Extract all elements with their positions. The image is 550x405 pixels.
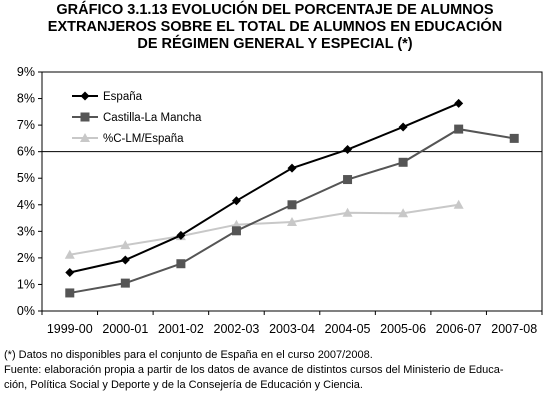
legend-marker [80, 91, 90, 101]
data-point [120, 278, 130, 288]
series-line [69, 203, 459, 256]
y-tick-label: 1% [17, 277, 35, 291]
data-point [231, 226, 241, 236]
y-tick-label: 2% [17, 251, 35, 265]
data-point [176, 230, 186, 240]
data-point [120, 255, 130, 265]
y-tick-label: 0% [17, 304, 35, 318]
title-line: GRÁFICO 3.1.13 EVOLUCIÓN DEL PORCENTAJE … [56, 2, 494, 18]
data-point [176, 259, 186, 269]
data-point [120, 240, 131, 250]
data-point [342, 207, 353, 217]
x-tick-label: 2006-07 [436, 322, 482, 336]
title-line: EXTRANJEROS SOBRE EL TOTAL DE ALUMNOS EN… [47, 19, 503, 35]
data-point [65, 267, 75, 277]
data-point [287, 200, 297, 210]
x-tick-label: 2005-06 [380, 322, 426, 336]
x-tick-label: 2001-02 [158, 322, 204, 336]
series-line [69, 102, 460, 274]
y-tick-label: 7% [17, 118, 35, 132]
x-tick-label: 1999-00 [47, 322, 93, 336]
x-tick-label: 2000-01 [102, 322, 148, 336]
data-point [509, 133, 519, 143]
data-point [398, 208, 409, 218]
y-tick-label: 6% [17, 145, 35, 159]
legend-marker [80, 133, 90, 142]
y-tick-label: 8% [17, 92, 35, 106]
x-tick-label: 2007-08 [491, 322, 537, 336]
x-axis: 1999-00 2000-01 2001-02 2002-03 2003-04 2004-… [41, 311, 543, 336]
y-tick-label: 4% [17, 198, 35, 212]
data-point [64, 249, 75, 259]
x-tick-label: 2003-04 [269, 322, 315, 336]
x-tick-label: 2002-03 [214, 322, 260, 336]
y-axis: 0% 1% 2% 3% 4% 5% 6% 7% 8% 9% [17, 65, 42, 318]
footnote-line: (*) Datos no disponibles para el conjunt… [4, 349, 373, 361]
data-point [287, 163, 297, 173]
data-point [398, 122, 408, 132]
data-point [454, 124, 464, 134]
legend: España Castilla-La Mancha %C-LM/España [72, 91, 202, 145]
footnotes: (*) Datos no disponibles para el conjunt… [4, 348, 548, 393]
footnote-line: ción, Política Social y Deporte y de la … [4, 379, 363, 391]
line-chart: 0% 1% 2% 3% 4% 5% 6% 7% 8% 9% 1999-00 2000-01 2001-… [17, 65, 543, 336]
legend-label: Castilla-La Mancha [103, 112, 202, 124]
x-tick-label: 2004-05 [325, 322, 371, 336]
data-point [231, 196, 241, 206]
y-tick-label: 5% [17, 171, 35, 185]
plot-area [41, 71, 543, 312]
chart-title: GRÁFICO 3.1.13 EVOLUCIÓN DEL PORCENTAJE … [0, 2, 550, 53]
legend-marker [80, 112, 90, 122]
data-point [454, 98, 464, 108]
data-point [65, 288, 75, 298]
title-line: DE RÉGIMEN GENERAL Y ESPECIAL (*) [137, 36, 413, 52]
data-point [343, 145, 353, 155]
y-tick-label: 9% [17, 65, 35, 79]
legend-label: España [103, 91, 143, 103]
data-point [453, 199, 464, 209]
y-tick-label: 3% [17, 224, 35, 238]
data-point [398, 157, 408, 167]
data-point [343, 175, 353, 185]
legend-label: %C-LM/España [103, 133, 184, 145]
data-point [287, 217, 297, 227]
footnote-line: Fuente: elaboración propia a partir de l… [4, 364, 504, 376]
plot-border [41, 71, 543, 312]
